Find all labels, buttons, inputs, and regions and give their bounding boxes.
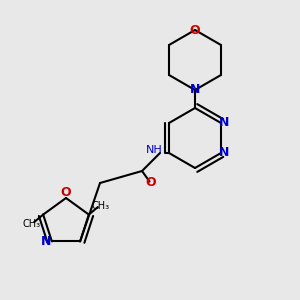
Text: CH₃: CH₃ (22, 219, 40, 229)
Text: N: N (190, 83, 200, 97)
Text: N: N (41, 235, 51, 248)
Text: O: O (190, 23, 200, 37)
Text: O: O (61, 185, 71, 199)
Text: NH: NH (146, 145, 162, 155)
Text: O: O (146, 176, 156, 190)
Text: CH₃: CH₃ (92, 201, 110, 211)
Text: N: N (219, 146, 229, 160)
Text: N: N (219, 116, 229, 130)
